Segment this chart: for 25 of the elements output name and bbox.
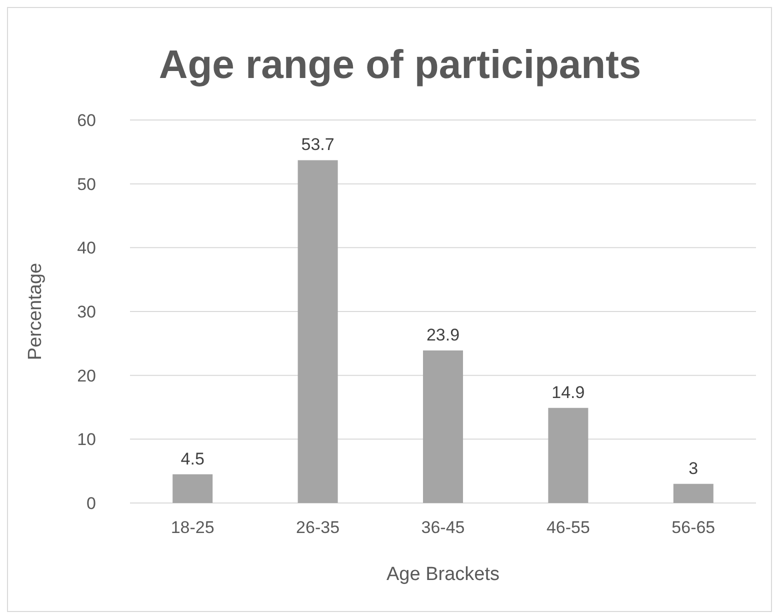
y-tick-label: 20 bbox=[77, 366, 96, 386]
bar bbox=[423, 350, 463, 503]
bar bbox=[298, 160, 338, 503]
chart-title: Age range of participants bbox=[158, 43, 642, 87]
y-tick-label: 0 bbox=[86, 494, 96, 513]
y-tick-label: 50 bbox=[77, 174, 96, 194]
x-tick-label: 26-35 bbox=[296, 518, 340, 537]
data-label: 3 bbox=[688, 458, 698, 478]
bar bbox=[548, 408, 588, 503]
x-axis-title: Age Brackets bbox=[386, 564, 500, 585]
data-label: 53.7 bbox=[301, 135, 334, 154]
y-axis-title: Percentage bbox=[25, 262, 46, 360]
x-tick-label: 36-45 bbox=[421, 518, 465, 537]
y-tick-label: 10 bbox=[77, 430, 96, 450]
bar bbox=[673, 484, 714, 503]
x-tick-label: 18-25 bbox=[170, 518, 214, 537]
x-tick-label: 56-65 bbox=[672, 518, 716, 537]
data-label: 14.9 bbox=[552, 382, 585, 402]
y-tick-label: 30 bbox=[77, 302, 96, 322]
data-label: 4.5 bbox=[180, 449, 204, 468]
data-label: 23.9 bbox=[426, 325, 460, 344]
y-tick-label: 60 bbox=[77, 110, 96, 130]
x-tick-label: 46-55 bbox=[546, 518, 590, 537]
bar bbox=[172, 474, 213, 503]
y-tick-label: 40 bbox=[77, 238, 96, 258]
